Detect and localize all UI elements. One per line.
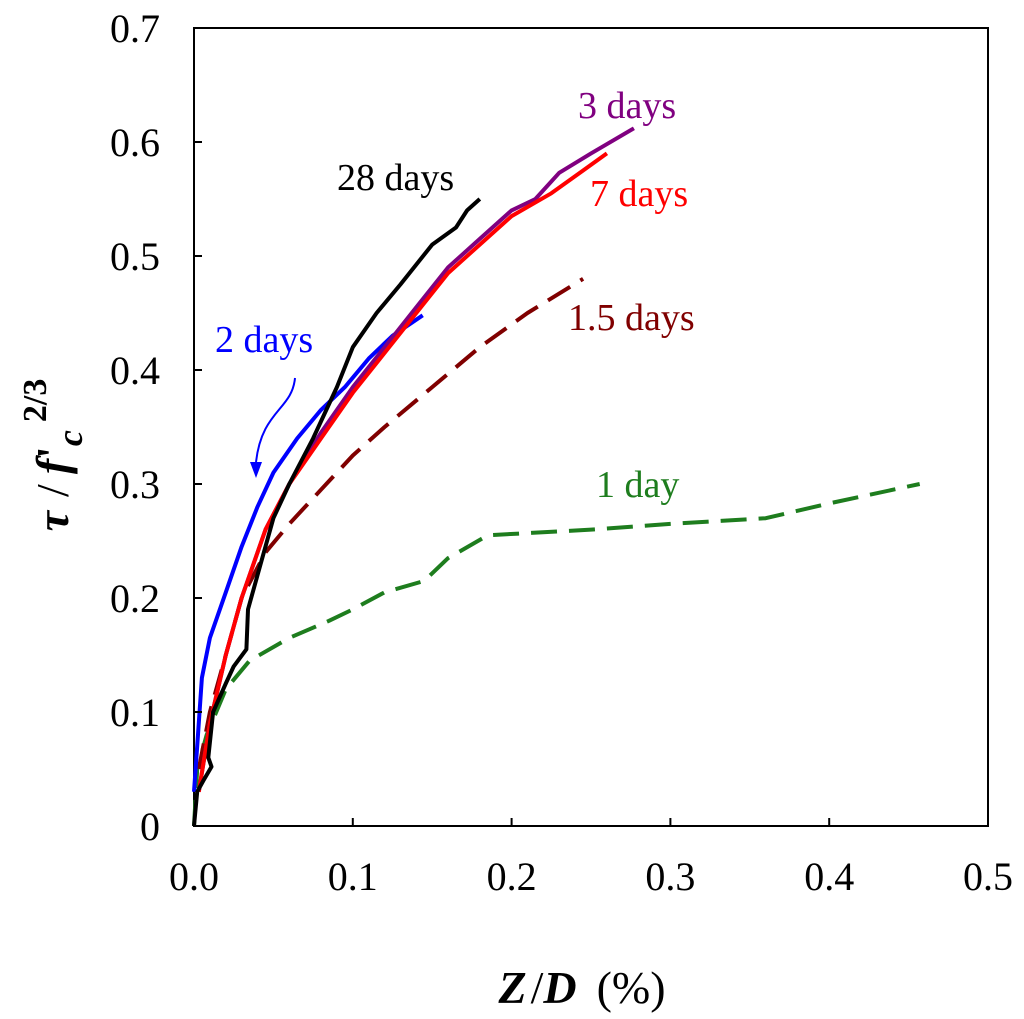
y-tick-label: 0.3 [110,462,160,507]
y-axis-prime: ' [27,446,78,459]
x-axis-den: D [542,962,576,1013]
y-tick-label: 0.7 [110,6,160,51]
x-tick-label: 0.0 [169,854,219,899]
y-tick-label: 0.5 [110,234,160,279]
y-axis-sub: c [50,430,90,446]
y-axis-sep: / [27,484,78,497]
label-1-day: 1 day [596,464,679,506]
y-tick-label: 0.6 [110,120,160,165]
y-axis-title: τ / f'c 2/3 [17,379,90,532]
y-axis-f: f [27,454,78,474]
x-tick-label: 0.2 [487,854,537,899]
label-3-days: 3 days [578,85,676,127]
label-7-days: 7 days [590,173,688,215]
x-axis-sep: / [531,962,544,1013]
x-tick-label: 0.3 [645,854,695,899]
series-line-1-day [192,482,921,827]
series-line-3-days [196,126,635,793]
series-lines [192,126,921,827]
y-tick-label: 0.1 [110,690,160,735]
x-axis-var: Z [497,962,526,1013]
label-1-5-days: 1.5 days [568,297,695,339]
arrow-2-days [255,377,296,463]
series-line-2-days [192,313,424,792]
y-axis-title-group: τ / f'c 2/3 [17,379,90,532]
x-axis-title: Z/D (%) [497,962,665,1013]
y-axis-exp: 2/3 [17,379,54,422]
x-tick-label: 0.1 [328,854,378,899]
y-tick-label: 0.4 [110,348,160,393]
x-tick-label: 0.5 [963,854,1013,899]
series-line-7-days [196,151,609,793]
y-tick-label: 0 [140,804,160,849]
y-tick-label: 0.2 [110,576,160,621]
axis-ticks: 0.0 0.1 0.2 0.3 0.4 0.5 0 0.1 0.2 0.3 0.4 0.5 0.6 0.7 [110,6,1013,899]
y-axis-tau: τ [27,509,78,531]
x-tick-label: 0.4 [804,854,854,899]
arrowhead-2-days [250,462,262,478]
label-28-days: 28 days [337,157,454,199]
series-line-28-days [192,197,482,827]
plot-frame [193,27,989,827]
x-axis-unit: (%) [597,962,666,1013]
plot-area-border [193,27,989,827]
label-2-days: 2 days [215,319,313,361]
